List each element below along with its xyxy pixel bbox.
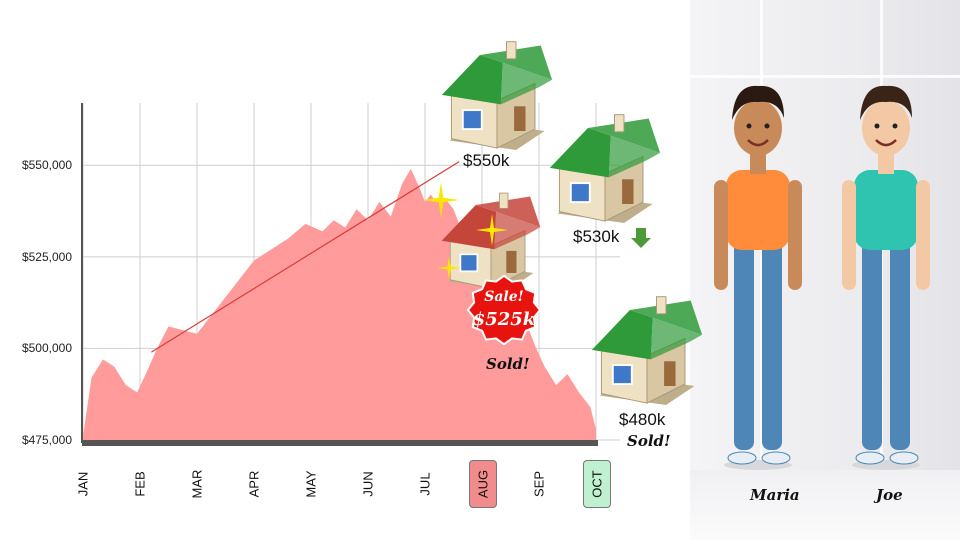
floor bbox=[690, 470, 960, 540]
shoe-left bbox=[855, 451, 885, 465]
arm-right bbox=[916, 180, 930, 290]
smile bbox=[875, 139, 897, 147]
sale-badge-line2: $525k bbox=[472, 309, 536, 330]
x-tick-label-jun: JUN bbox=[360, 471, 376, 497]
eye bbox=[892, 123, 898, 129]
house-530k bbox=[549, 114, 661, 223]
shirt bbox=[854, 170, 918, 250]
house-480k bbox=[591, 296, 703, 405]
y-tick-label: $550,000 bbox=[21, 158, 72, 173]
y-tick-label: $475,000 bbox=[21, 433, 72, 447]
house-525k bbox=[441, 192, 541, 290]
leg-right bbox=[890, 240, 910, 450]
sale-badge-line1: Sale! bbox=[484, 289, 524, 305]
person-maria bbox=[714, 85, 802, 470]
sold-label-525k: Sold! bbox=[486, 355, 530, 373]
x-tick-label-apr: APR bbox=[246, 470, 262, 498]
arm-left bbox=[842, 180, 856, 290]
hair bbox=[860, 85, 912, 120]
down-arrow-icon bbox=[631, 228, 651, 248]
person-name-maria: Maria bbox=[750, 486, 800, 504]
eye bbox=[874, 123, 880, 129]
wall-panel-line bbox=[690, 75, 960, 78]
sparkle-icon bbox=[437, 256, 461, 280]
trendline bbox=[151, 161, 460, 353]
hair bbox=[732, 85, 784, 120]
shoe-left bbox=[727, 451, 757, 465]
x-tick-label-feb: FEB bbox=[132, 471, 148, 497]
sale-badge-burst bbox=[466, 275, 542, 345]
chart-area-layer bbox=[83, 168, 596, 440]
x-tick-label-aug: AUG bbox=[469, 460, 497, 508]
face bbox=[862, 100, 910, 156]
sale-badge: Sale! $525k bbox=[465, 275, 543, 345]
person-joe bbox=[842, 85, 930, 470]
arm-left bbox=[714, 180, 728, 290]
price-area-series bbox=[83, 168, 596, 440]
eye bbox=[746, 123, 752, 129]
neck bbox=[750, 150, 766, 174]
x-tick-label-oct: OCT bbox=[583, 460, 611, 508]
x-tick-label-jan: JAN bbox=[75, 471, 91, 497]
x-axis-bar bbox=[82, 440, 598, 446]
price-label-530k: $530k bbox=[573, 227, 620, 246]
shirt bbox=[726, 170, 790, 250]
shoe-right bbox=[889, 451, 919, 465]
y-tick-label: $525,000 bbox=[21, 249, 72, 264]
leg-right bbox=[762, 240, 782, 450]
houses-layer bbox=[423, 41, 703, 405]
y-tick-label: $500,000 bbox=[21, 341, 72, 356]
price-label-550k: $550k bbox=[463, 151, 510, 170]
neck bbox=[878, 150, 894, 174]
trendline-layer bbox=[151, 161, 460, 353]
smile bbox=[747, 139, 769, 147]
leg-left bbox=[862, 240, 882, 450]
chart-axis-layer bbox=[81, 103, 598, 446]
sold-label-480k: Sold! bbox=[627, 432, 671, 450]
x-tick-label-sep: SEP bbox=[531, 470, 547, 498]
face bbox=[734, 100, 782, 156]
x-tick-label-mar: MAR bbox=[189, 469, 205, 499]
arm-right bbox=[788, 180, 802, 290]
price-label-480k: $480k bbox=[619, 410, 666, 429]
people-layer bbox=[714, 85, 930, 470]
sparkle-icon bbox=[423, 182, 459, 218]
person-name-joe: Joe bbox=[876, 486, 903, 504]
house-550k bbox=[441, 41, 553, 150]
sparkle-icon bbox=[476, 214, 508, 246]
leg-left bbox=[734, 240, 754, 450]
eye bbox=[764, 123, 770, 129]
x-tick-label-jul: JUL bbox=[417, 472, 433, 496]
x-tick-label-may: MAY bbox=[303, 470, 319, 498]
shoe-right bbox=[761, 451, 791, 465]
